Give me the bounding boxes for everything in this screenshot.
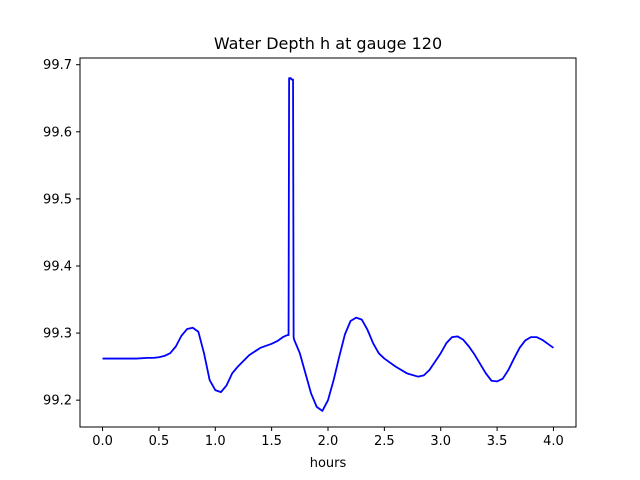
x-tick-label: 1.0	[205, 434, 226, 449]
x-tick-label: 0.5	[149, 434, 170, 449]
x-tick-label: 2.0	[318, 434, 339, 449]
x-tick-label: 3.5	[487, 434, 508, 449]
x-axis-label: hours	[310, 456, 347, 471]
x-tick-label: 0.0	[92, 434, 113, 449]
x-tick-label: 1.5	[261, 434, 282, 449]
x-tick-label: 4.0	[543, 434, 564, 449]
y-tick-label: 99.7	[43, 58, 72, 73]
y-axis-ticks: 99.2 99.3 99.4 99.5 99.6 99.7	[43, 58, 80, 409]
y-tick-label: 99.3	[43, 327, 72, 342]
y-tick-label: 99.4	[43, 259, 72, 274]
x-tick-label: 3.0	[430, 434, 451, 449]
y-tick-label: 99.6	[43, 125, 72, 140]
x-axis-ticks: 0.0 0.5 1.0 1.5 2.0 2.5 3.0 3.5 4.0	[92, 427, 564, 449]
x-tick-label: 2.5	[374, 434, 395, 449]
y-tick-label: 99.5	[43, 192, 72, 207]
chart-title: Water Depth h at gauge 120	[214, 34, 442, 53]
series-line-0	[102, 77, 554, 412]
y-tick-label: 99.2	[43, 394, 72, 409]
